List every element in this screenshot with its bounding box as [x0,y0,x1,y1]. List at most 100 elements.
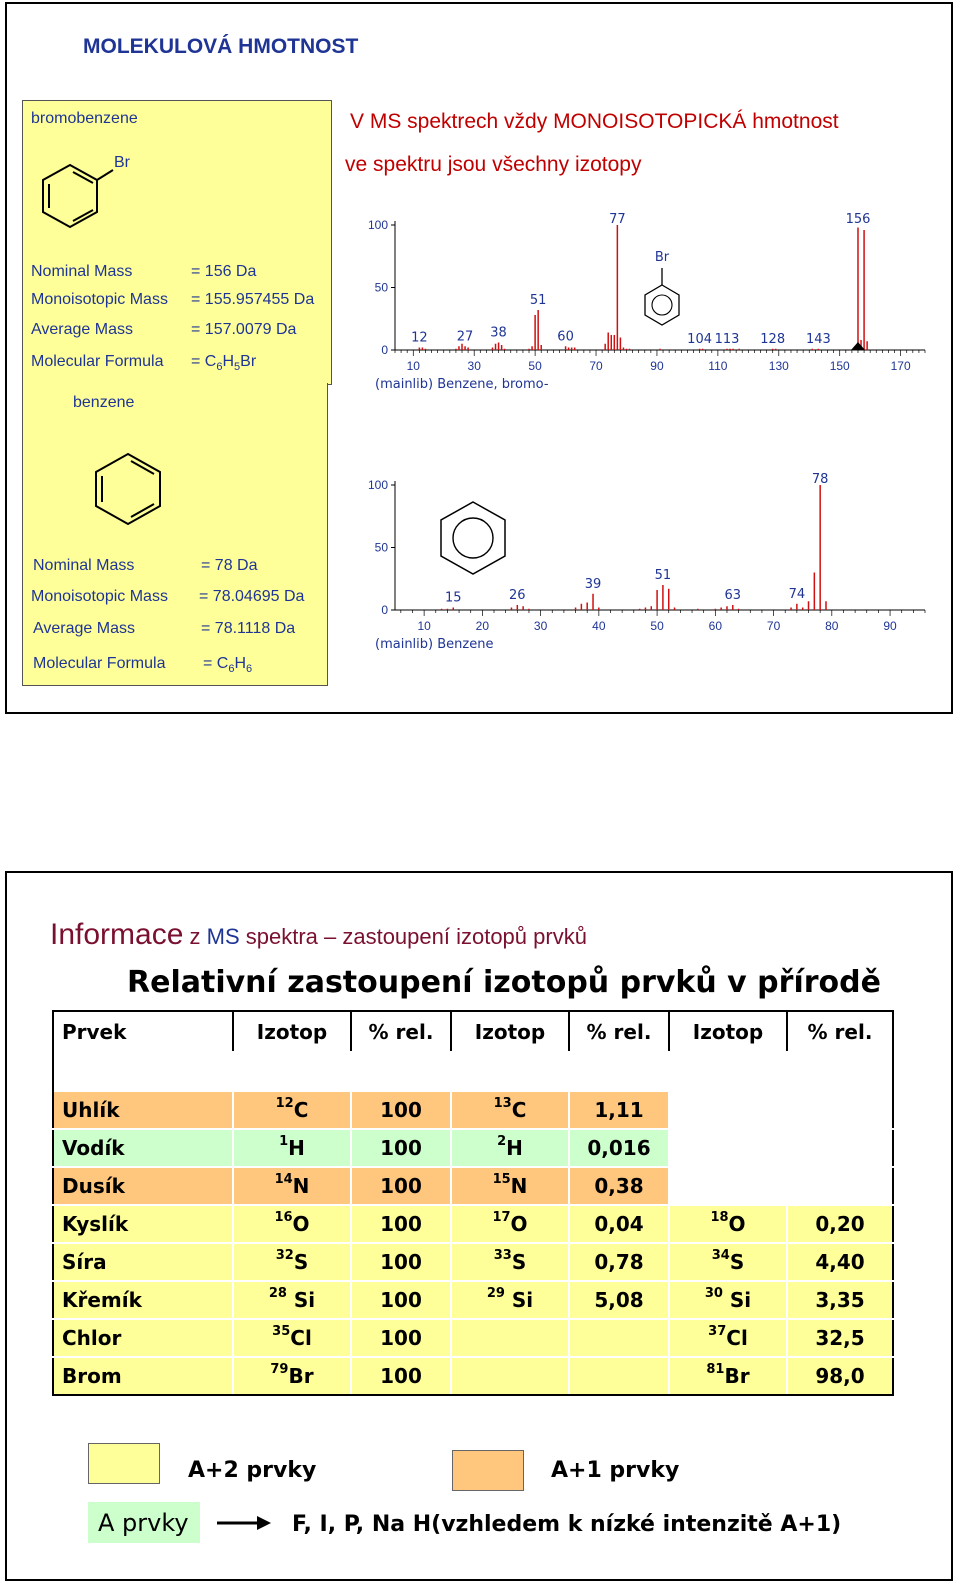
isotope-3 [668,1128,788,1168]
y-tick-label: 50 [375,281,389,295]
rel-2: 0,04 [568,1204,670,1244]
benzene-name: benzene [73,394,135,411]
rel-2: 5,08 [568,1280,670,1320]
y-tick-label: 0 [381,343,388,357]
peak-label: 156 [846,212,871,227]
isotope-3 [668,1090,788,1130]
x-tick-label: 150 [830,359,850,373]
element-name: Kyslík [52,1204,234,1244]
benzene-mono-value: = 78.04695 Da [199,588,305,605]
peak-label: 51 [655,568,672,583]
header-rel-2: % rel. [586,1019,652,1044]
bromo-avg-value: = 157.0079 Da [191,321,297,338]
x-tick-label: 60 [709,619,723,633]
y-tick-label: 100 [368,218,388,232]
rel-3 [786,1166,894,1206]
isotope-1: 79Br [232,1356,352,1396]
bromo-nominal-value: = 156 Da [191,263,257,280]
rel-1: 100 [350,1128,452,1168]
peak-label: 38 [490,326,507,341]
spectrum-caption: (mainlib) Benzene, bromo- [375,377,549,392]
bromine-label: Br [114,154,131,171]
element-name: Uhlík [52,1090,234,1130]
header-isotope-2: Izotop [450,1011,570,1051]
header-line-1: V MS spektrech vždy MONOISOTOPICKÁ hmotn… [350,110,839,133]
x-tick-label: 50 [528,359,542,373]
isotope-2: 29 Si [450,1280,570,1320]
bromo-mono-value: = 155.957455 Da [191,291,315,308]
x-tick-label: 170 [891,359,911,373]
x-tick-label: 90 [883,619,897,633]
benzene-nominal-label: Nominal Mass [33,557,135,574]
legend-swatch-a2 [88,1443,160,1484]
x-tick-label: 40 [592,619,606,633]
element-name: Síra [52,1242,234,1282]
table-row: Křemík 28 Si 100 29 Si 5,08 30 Si 3,35 [52,1280,894,1320]
slide1-title: MOLEKULOVÁ HMOTNOST [83,35,359,58]
peak-label: 15 [445,591,462,606]
x-tick-label: 130 [769,359,789,373]
peak-label: 77 [609,212,626,227]
rel-2: 0,78 [568,1242,670,1282]
ms-spectrum-benzene: 0 50 100 10 20 30 40 50 60 70 80 90 15 26 39 51 63 74 78 (m… [368,472,926,652]
isotope-1: 1H [232,1128,352,1168]
legend-label-a1: A+1 prvky [551,1458,680,1483]
isotope-table: Prvek Izotop % rel. Izotop % rel. Izotop… [52,1010,894,1396]
x-tick-label: 10 [407,359,421,373]
header-isotope-3: Izotop [668,1011,788,1051]
bromobenzene-name: bromobenzene [31,110,138,127]
bromo-avg-label: Average Mass [31,321,133,338]
benzene-avg-label: Average Mass [33,620,135,637]
x-tick-label: 110 [708,359,727,373]
rel-3: 4,40 [786,1242,894,1282]
rel-1: 100 [350,1090,452,1130]
isotope-1: 16O [232,1204,352,1244]
isotope-3: 30 Si [668,1280,788,1320]
spectrum-1: 0 50 100 10 30 50 70 90 110 130 150 170 12 27 38 51 60 77… [368,212,926,392]
rel-3: 3,35 [786,1280,894,1320]
table-row: Uhlík 12C 100 13C 1,11 [52,1090,894,1130]
x-tick-label: 70 [589,359,603,373]
ms-spectrum-bromobenzene: 0 50 100 10 30 50 70 90 110 130 150 170 12 27 38 51 60 77… [368,212,926,392]
slide2-title: Informace z MS spektra – zastoupení izot… [50,918,587,951]
peak-label: 63 [725,588,742,603]
peak-label: 74 [789,587,806,602]
y-tick-label: 100 [368,478,388,492]
rel-1: 100 [350,1356,452,1396]
benzene-box [22,383,328,686]
rel-3 [786,1090,894,1130]
rel-1: 100 [350,1318,452,1358]
rel-3: 32,5 [786,1318,894,1358]
bromobenzene-structure: Br [42,154,131,229]
element-name: Vodík [52,1128,234,1168]
benzene-avg-value: = 78.1118 Da [201,620,296,637]
rel-2 [568,1318,670,1358]
x-tick-label: 30 [468,359,482,373]
element-name: Dusík [52,1166,234,1206]
table-spacer [52,1051,894,1091]
x-tick-label: 50 [650,619,664,633]
rel-1: 100 [350,1280,452,1320]
table-row: Vodík 1H 100 2H 0,016 [52,1128,894,1168]
isotope-3: 37Cl [668,1318,788,1358]
benzene-formula: = C6H6 [203,655,253,676]
isotope-2: 15N [450,1166,570,1206]
isotope-1: 12C [232,1090,352,1130]
peak-label: 60 [557,329,574,344]
peak-label: 12 [411,331,428,346]
inset-br-label: Br [655,250,670,265]
rel-3 [786,1128,894,1168]
benzene-structure [95,452,161,526]
isotope-1: 14N [232,1166,352,1206]
peak-label: 27 [457,329,474,344]
rel-2: 0,016 [568,1128,670,1168]
table-row: Dusík 14N 100 15N 0,38 [52,1166,894,1206]
header-rel-1: % rel. [368,1019,434,1044]
element-name: Chlor [52,1318,234,1358]
x-tick-label: 20 [476,619,490,633]
legend-swatch-a1 [452,1450,524,1491]
x-tick-label: 70 [767,619,781,633]
peak-label: 78 [812,472,829,487]
y-tick-label: 50 [375,541,389,555]
isotope-3: 34S [668,1242,788,1282]
